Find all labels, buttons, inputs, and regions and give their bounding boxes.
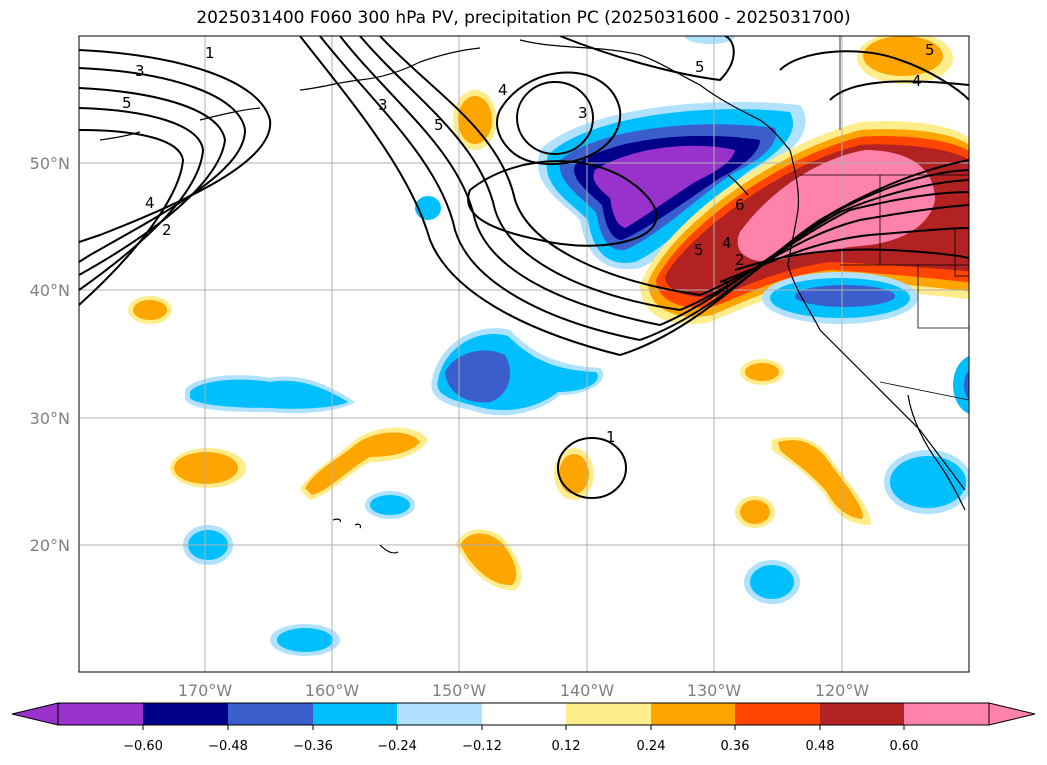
latitude-labels: 50°N 40°N 30°N 20°N bbox=[30, 154, 70, 555]
lon-label: 160°W bbox=[305, 681, 360, 700]
lat-label: 50°N bbox=[30, 154, 70, 173]
coastlines bbox=[99, 39, 966, 554]
lat-label: 20°N bbox=[30, 536, 70, 555]
longitude-labels: 170°W 160°W 150°W 140°W 130°W 120°W bbox=[178, 681, 870, 700]
colorbar-swatch bbox=[58, 703, 143, 725]
contour-label: 1 bbox=[205, 44, 215, 62]
lon-label: 130°W bbox=[687, 681, 742, 700]
colorbar-swatch bbox=[143, 703, 228, 725]
lon-label: 150°W bbox=[432, 681, 487, 700]
contour-label: 3 bbox=[135, 62, 145, 80]
lat-label: 40°N bbox=[30, 281, 70, 300]
colorbar: −0.60 −0.48 −0.36 −0.24 −0.12 0.12 0.24 … bbox=[11, 702, 1036, 754]
colorbar-swatch bbox=[397, 703, 482, 725]
pv-contours bbox=[79, 36, 969, 499]
contour-labels: 1 3 5 4 2 3 5 4 3 5 5 4 6 5 4 2 1 1 bbox=[122, 41, 935, 446]
contour-label: 4 bbox=[145, 194, 155, 212]
map-title: 2025031400 F060 300 hPa PV, precipitatio… bbox=[196, 8, 851, 28]
contour-label: 5 bbox=[925, 41, 935, 59]
colorbar-tick-label: −0.12 bbox=[462, 739, 502, 754]
colorbar-tick-label: 0.24 bbox=[637, 739, 666, 754]
contour-label: 3 bbox=[578, 104, 588, 122]
contour-label: 5 bbox=[694, 241, 704, 259]
contour-label: 2 bbox=[162, 221, 172, 239]
contour-label: 4 bbox=[722, 234, 732, 252]
colorbar-tick-label: 0.12 bbox=[552, 739, 581, 754]
contour-label: 4 bbox=[498, 81, 508, 99]
positive-precip-anomaly-main bbox=[640, 121, 969, 325]
contour-label: 4 bbox=[912, 72, 922, 90]
colorbar-swatch bbox=[651, 703, 735, 725]
colorbar-extend-low bbox=[11, 702, 59, 726]
contour-label: 1 bbox=[606, 428, 616, 446]
colorbar-swatch bbox=[820, 703, 904, 725]
colorbar-swatch bbox=[735, 703, 820, 725]
contour-label: 6 bbox=[735, 196, 745, 214]
colorbar-tick-label: 0.36 bbox=[721, 739, 750, 754]
contour-label: 5 bbox=[434, 116, 444, 134]
colorbar-swatch bbox=[313, 703, 397, 725]
lon-label: 170°W bbox=[178, 681, 233, 700]
colorbar-swatch bbox=[228, 703, 313, 725]
colorbar-tick-label: −0.36 bbox=[293, 739, 333, 754]
colorbar-tick-label: 0.48 bbox=[806, 739, 835, 754]
colorbar-extend-high bbox=[988, 702, 1036, 726]
lon-label: 140°W bbox=[560, 681, 615, 700]
map-panel: 1 3 5 4 2 3 5 4 3 5 5 4 6 5 4 2 1 1 bbox=[79, 36, 969, 672]
contour-label: 1 bbox=[722, 278, 732, 296]
contour-label: 3 bbox=[378, 96, 388, 114]
colorbar-swatch bbox=[482, 703, 566, 725]
contour-label: 2 bbox=[735, 251, 745, 269]
contour-label: 5 bbox=[695, 58, 705, 76]
colorbar-swatch bbox=[566, 703, 651, 725]
negative-precip-anomaly-main bbox=[538, 102, 806, 270]
colorbar-tick-label: −0.60 bbox=[123, 739, 163, 754]
colorbar-tick-label: −0.24 bbox=[377, 739, 417, 754]
lat-label: 30°N bbox=[30, 409, 70, 428]
map-frame bbox=[78, 35, 970, 673]
lon-label: 120°W bbox=[815, 681, 870, 700]
colorbar-tick-label: −0.48 bbox=[208, 739, 248, 754]
contour-label: 5 bbox=[122, 94, 132, 112]
graticule bbox=[79, 36, 969, 672]
colorbar-tick-label: 0.60 bbox=[890, 739, 919, 754]
colorbar-swatch bbox=[904, 703, 989, 725]
